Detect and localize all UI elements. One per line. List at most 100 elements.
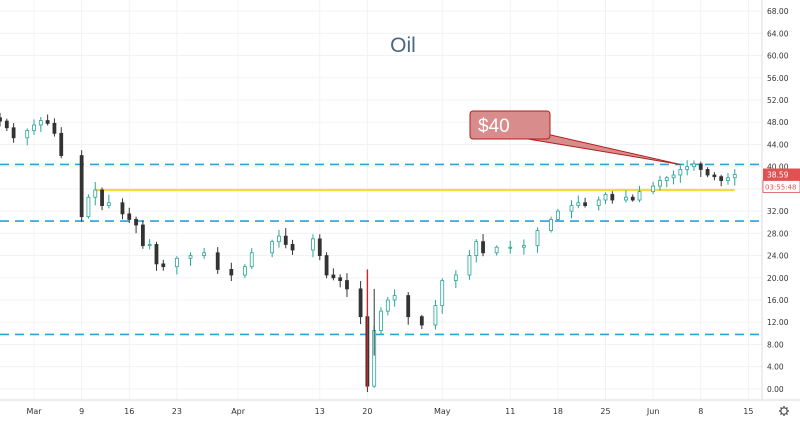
candle-body <box>215 252 220 270</box>
price-tick-label: 52.00 <box>767 96 789 105</box>
candle-body <box>658 180 662 187</box>
price-tick-label: 0.00 <box>767 385 784 394</box>
candle-body <box>392 295 397 301</box>
candle-body <box>93 189 98 198</box>
price-tick-label: 16.00 <box>767 296 789 305</box>
price-tick-label: 32.00 <box>767 207 789 216</box>
candle-body <box>174 257 179 268</box>
candle-body <box>630 196 635 201</box>
candle-body <box>52 122 57 134</box>
time-tick-label: 15 <box>743 407 753 416</box>
time-tick-label: May <box>434 407 451 416</box>
settings-gear-icon[interactable] <box>779 406 789 416</box>
candle-body <box>79 155 84 218</box>
candle-body <box>603 194 608 201</box>
price-tick-label: 68.00 <box>767 7 789 16</box>
candle-body <box>32 124 36 131</box>
candle-body <box>154 244 159 265</box>
candle-body <box>290 244 295 251</box>
candle-body <box>147 244 152 246</box>
price-tick-label: 56.00 <box>767 74 789 83</box>
candle-body <box>11 127 16 139</box>
candle-body <box>678 169 683 176</box>
candle-body <box>698 163 703 170</box>
candle-body <box>86 196 91 218</box>
candle-body <box>331 274 336 279</box>
candle-body <box>338 277 343 281</box>
candle-body <box>140 224 145 246</box>
price-tick-label: 12.00 <box>767 318 789 327</box>
last-price-label: 38.59 <box>767 171 789 180</box>
candle-body <box>229 269 234 276</box>
candle-body <box>345 280 349 290</box>
candle-body <box>379 310 383 331</box>
candle-body <box>535 230 540 246</box>
countdown-label: 03:55:48 <box>765 184 796 192</box>
candle-body <box>59 132 64 156</box>
candle-body <box>324 255 329 276</box>
candle-body <box>270 241 275 254</box>
candle-body <box>521 245 526 248</box>
chart-title: Oil <box>390 34 416 57</box>
time-tick-label: Jun <box>646 407 660 416</box>
candle-body <box>726 177 730 181</box>
candle-body <box>583 202 588 206</box>
time-tick-label: 8 <box>698 407 703 416</box>
candle-body <box>596 199 601 206</box>
price-tick-label: 28.00 <box>767 229 789 238</box>
candle-body <box>25 130 30 139</box>
candle-body <box>494 246 499 254</box>
candle-body <box>283 235 288 245</box>
candle-body <box>440 280 445 306</box>
price-axis-background <box>762 0 800 400</box>
candle-body <box>549 219 553 231</box>
price-tick-label: 24.00 <box>767 252 789 261</box>
candle-body <box>161 263 166 268</box>
candle-body <box>45 120 50 124</box>
candle-body <box>719 176 724 181</box>
candle-body <box>576 202 581 206</box>
time-tick-label: 25 <box>600 407 610 416</box>
price-tick-label: 4.00 <box>767 363 784 372</box>
candle-body <box>692 163 696 168</box>
candle-body <box>467 255 472 276</box>
candle-body <box>249 252 254 268</box>
time-tick-label: Mar <box>26 407 42 416</box>
price-tick-label: 8.00 <box>767 340 784 349</box>
annotation-label: $40 <box>478 116 510 137</box>
price-tick-label: 44.00 <box>767 140 789 149</box>
candle-body <box>555 210 560 220</box>
time-tick-label: Apr <box>231 407 246 416</box>
countdown-badge <box>762 180 800 193</box>
price-tick-label: 48.00 <box>767 118 789 127</box>
candle-body <box>664 177 669 181</box>
price-tick-label: 40.00 <box>767 163 789 172</box>
candle-body <box>4 120 9 129</box>
candle-body <box>188 255 193 259</box>
candle-body <box>569 205 574 212</box>
candle-body <box>317 238 322 256</box>
candle-body <box>358 288 363 318</box>
time-tick-label: 16 <box>124 407 134 416</box>
price-tick-label: 64.00 <box>767 29 789 38</box>
candle-body <box>637 191 642 201</box>
candle-body <box>474 241 479 256</box>
candle-body <box>202 252 207 256</box>
candle-body <box>106 202 111 206</box>
candle-body <box>624 196 628 201</box>
time-tick-label: 23 <box>172 407 182 416</box>
candle-body <box>481 241 485 254</box>
candle-body <box>0 117 2 122</box>
candle-body <box>38 120 43 126</box>
candle-body <box>671 174 676 179</box>
candle-body <box>243 266 247 276</box>
candle-body <box>453 274 458 281</box>
candle-body <box>419 316 424 326</box>
annotation-box[interactable] <box>469 110 551 140</box>
time-tick-label: 20 <box>362 407 372 416</box>
candle-body <box>610 194 615 201</box>
candle-body <box>433 305 438 326</box>
candle-body <box>651 185 656 193</box>
